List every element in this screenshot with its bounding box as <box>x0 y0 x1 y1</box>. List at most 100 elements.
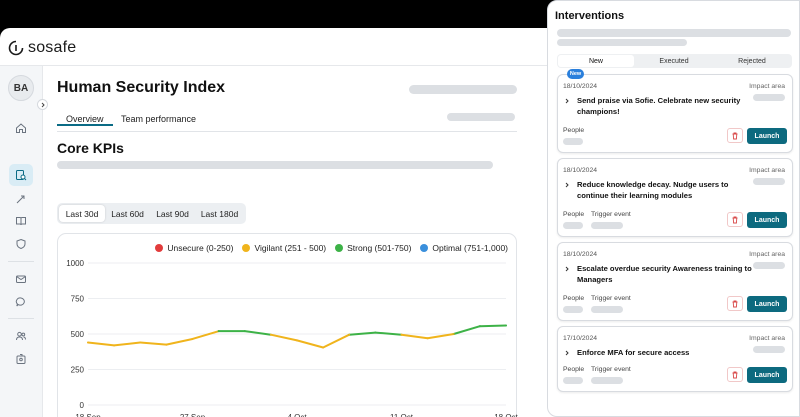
top-bar: sosafe <box>0 28 560 66</box>
legend-item: Strong (501-750) <box>335 243 411 253</box>
tab-overview[interactable]: Overview <box>57 114 113 126</box>
legend-item: Vigilant (251 - 500) <box>242 243 326 253</box>
launch-button[interactable]: Launch <box>747 128 787 144</box>
sidebar-item-users[interactable] <box>9 325 33 347</box>
data-point <box>87 341 89 344</box>
shield-icon <box>16 238 26 250</box>
series-line-segment <box>191 330 220 340</box>
data-point <box>217 330 220 333</box>
chevron-right-icon[interactable] <box>564 98 570 104</box>
data-point <box>478 325 481 328</box>
range-60d-button[interactable]: Last 60d <box>111 208 144 219</box>
sidebar-item-badges[interactable] <box>9 348 33 370</box>
intervention-card[interactable]: 18/10/2024 Impact area Reduce knowledge de… <box>557 158 793 237</box>
impact-area-placeholder <box>753 178 785 185</box>
people-placeholder <box>563 377 583 384</box>
sidebar-item-campaigns[interactable] <box>9 188 33 210</box>
series-line-segment <box>452 325 481 335</box>
sidebar-item-mail[interactable] <box>9 268 33 290</box>
series-line-segment <box>139 341 168 346</box>
legend-label: Strong (501-750) <box>347 243 412 253</box>
page-title: Human Security Index <box>57 79 226 96</box>
series-line-segment <box>113 341 142 347</box>
data-point <box>165 343 168 346</box>
series-line-segment <box>426 333 455 340</box>
avatar[interactable]: BA <box>8 75 34 101</box>
data-point <box>426 337 429 340</box>
data-point <box>505 324 507 327</box>
launch-button[interactable]: Launch <box>747 367 787 383</box>
chevron-right-icon[interactable] <box>564 182 570 188</box>
series-line-segment <box>87 341 116 347</box>
search-doc-icon <box>16 170 27 181</box>
data-point <box>296 339 298 342</box>
impact-area-label: Impact area <box>749 251 785 258</box>
reject-button[interactable] <box>727 212 743 227</box>
sidebar-item-insights[interactable] <box>9 164 33 186</box>
range-180d-button[interactable]: Last 180d <box>200 208 239 219</box>
y-tick-label: 500 <box>71 330 85 339</box>
trash-icon <box>732 132 738 139</box>
sidebar-item-home[interactable] <box>9 117 33 139</box>
people-label: People <box>563 366 585 373</box>
tabs-placeholder <box>447 113 515 121</box>
reject-button[interactable] <box>727 128 743 143</box>
header-placeholder <box>409 85 517 94</box>
y-tick-label: 0 <box>80 401 85 410</box>
tab-new[interactable]: New <box>558 55 634 67</box>
people-placeholder <box>563 138 583 145</box>
tab-rejected[interactable]: Rejected <box>738 57 766 65</box>
series-line-segment <box>478 324 507 328</box>
chevron-right-icon <box>41 102 45 107</box>
series-line-segment <box>269 333 298 342</box>
launch-button[interactable]: Launch <box>747 212 787 228</box>
sidebar: BA <box>0 66 48 417</box>
intervention-card[interactable]: 18/10/2024 Impact area Send praise via Sof… <box>557 74 793 153</box>
series-line-segment <box>243 330 272 336</box>
tab-executed[interactable]: Executed <box>659 57 689 65</box>
series-line-segment <box>400 333 429 340</box>
data-point <box>243 330 246 333</box>
tab-team-performance[interactable]: Team performance <box>121 114 197 124</box>
line-chart: 0 250 500 750 1000 18 Sep 27 Sep 4 Oct 11 Oct 18 … <box>66 259 518 417</box>
chat-icon <box>15 297 25 307</box>
launch-button[interactable]: Launch <box>747 296 787 312</box>
impact-area-placeholder <box>753 262 785 269</box>
intervention-text: Send praise via Sofie. Celebrate new sec… <box>577 96 741 116</box>
brand-logo[interactable]: sosafe <box>8 39 76 57</box>
chevron-right-icon[interactable] <box>564 350 570 356</box>
sidebar-collapse-button[interactable] <box>37 99 48 110</box>
sidebar-item-learning[interactable] <box>9 210 33 232</box>
section-title: Core KPIs <box>57 140 124 156</box>
data-point <box>269 333 272 336</box>
data-point <box>400 333 403 336</box>
sidebar-item-security[interactable] <box>9 233 33 255</box>
trash-icon <box>732 371 738 378</box>
intervention-card[interactable]: 18/10/2024 Impact area Escalate overdue se… <box>557 242 793 321</box>
legend-item: Optimal (751-1,000) <box>420 243 508 253</box>
data-point <box>191 338 194 340</box>
intervention-card[interactable]: 17/10/2024 Impact area Enforce MFA for sec… <box>557 326 793 392</box>
legend-item: Unsecure (0-250) <box>155 243 233 253</box>
range-30d-button[interactable]: Last 30d <box>59 205 105 222</box>
range-90d-button[interactable]: Last 90d <box>156 208 189 219</box>
data-point <box>452 333 455 335</box>
sidebar-item-chat[interactable] <box>9 291 33 313</box>
brand-name: sosafe <box>28 39 77 56</box>
book-icon <box>16 217 26 226</box>
sidebar-divider <box>8 318 34 319</box>
trigger-event-label: Trigger event <box>591 211 631 218</box>
reject-button[interactable] <box>727 296 743 311</box>
main-tabs: Overview Team performance <box>57 109 517 132</box>
mail-icon <box>16 275 26 283</box>
data-point <box>348 333 351 336</box>
y-tick-label: 250 <box>71 366 85 375</box>
card-date: 18/10/2024 <box>563 167 598 174</box>
badge-icon <box>16 354 26 364</box>
people-placeholder <box>563 306 583 313</box>
x-tick-label: 18 Oct <box>494 413 518 417</box>
chevron-right-icon[interactable] <box>564 266 570 272</box>
reject-button[interactable] <box>727 367 743 382</box>
intervention-text: Escalate overdue security Awareness trai… <box>577 264 752 284</box>
people-label: People <box>563 127 585 134</box>
